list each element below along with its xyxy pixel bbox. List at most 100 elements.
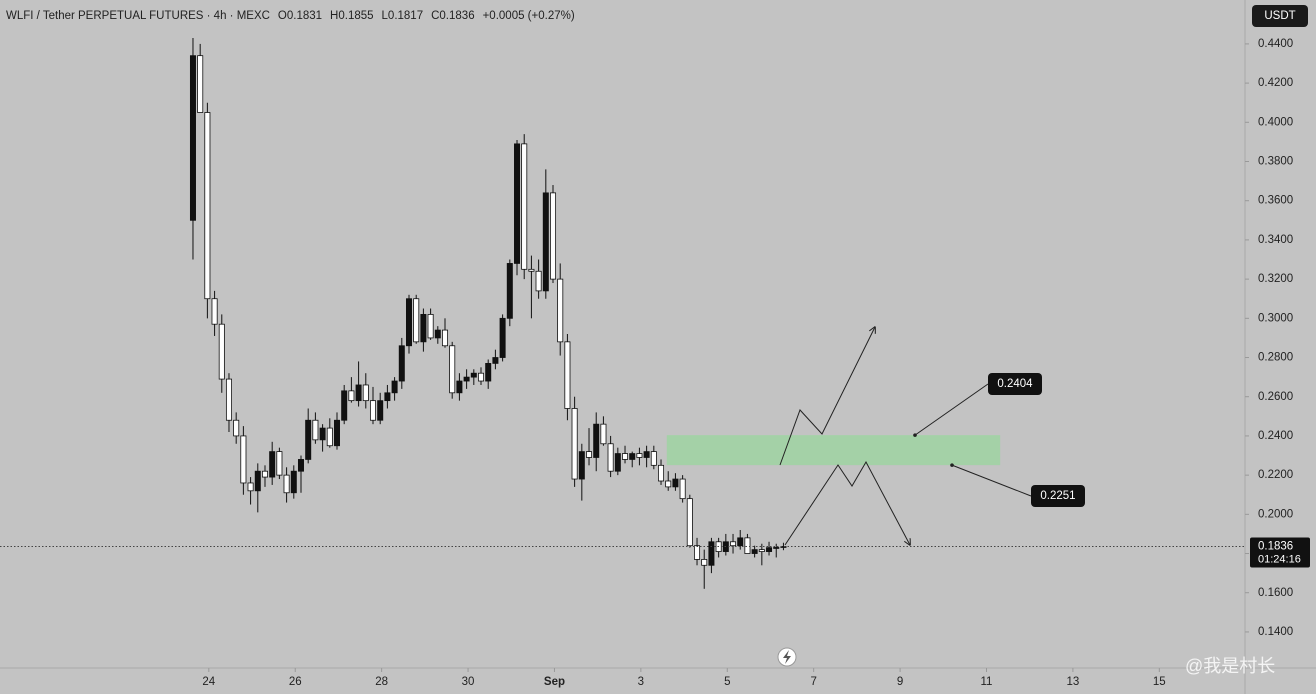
candle-body <box>636 453 643 458</box>
x-tick-label: 5 <box>724 676 730 688</box>
projection-arrow <box>784 460 910 545</box>
candle-body <box>550 192 557 280</box>
candle-body <box>225 378 232 421</box>
candle-body <box>254 470 261 492</box>
candle-body <box>521 143 528 270</box>
candle-body <box>557 278 564 343</box>
candle-body <box>189 55 196 221</box>
zone-label-box <box>988 373 1042 395</box>
candle-body <box>737 537 744 547</box>
y-tick-label: 0.3800 <box>1258 156 1293 168</box>
candle-body <box>658 464 665 482</box>
candle-body <box>442 329 449 347</box>
candle-body <box>305 419 312 460</box>
x-tick-label: 24 <box>202 676 215 688</box>
candle-body <box>391 380 398 394</box>
y-tick-label: 0.2400 <box>1258 430 1293 442</box>
y-tick-label: 0.3200 <box>1258 273 1293 285</box>
chart-title: WLFI / Tether PERPETUAL FUTURES · 4h · M… <box>6 10 575 22</box>
y-tick-label: 0.1600 <box>1258 587 1293 599</box>
candle-body <box>261 470 268 478</box>
x-tick-label: 3 <box>638 676 644 688</box>
candle-body <box>434 329 441 339</box>
candle-body <box>607 443 614 472</box>
candle-body <box>758 549 765 552</box>
candle-body <box>528 268 535 272</box>
candle-body <box>247 482 254 492</box>
candle-body <box>478 372 485 382</box>
y-tick-label: 0.4000 <box>1258 116 1293 128</box>
zone-label-leader <box>914 383 989 436</box>
x-tick-label: 30 <box>462 676 475 688</box>
candles <box>189 38 787 589</box>
candle-body <box>369 400 376 421</box>
last-price-box <box>1250 537 1310 568</box>
candle-body <box>694 545 701 560</box>
currency: USDT <box>1264 10 1295 22</box>
candle-body <box>326 427 333 447</box>
x-tick-label: 11 <box>981 676 993 688</box>
candle-body <box>384 392 391 402</box>
candle-body <box>506 263 513 319</box>
y-tick-label: 0.4400 <box>1258 38 1293 50</box>
candle-body <box>319 427 326 441</box>
x-tick-label: 7 <box>810 676 816 688</box>
candle-body <box>297 459 304 472</box>
y-tick-label: 0.2000 <box>1258 508 1293 520</box>
ohlc-legend: L0.1817 <box>382 10 424 22</box>
candle-body <box>564 341 571 409</box>
x-tick-label: Sep <box>544 676 565 688</box>
last-price-label: 0.1836 <box>1258 541 1293 553</box>
ohlc-legend: O0.1831 <box>278 10 322 22</box>
y-tick-label: 0.3600 <box>1258 195 1293 207</box>
watermark: @我是村长 <box>1185 656 1275 676</box>
candle-body <box>276 451 283 476</box>
candle-body <box>233 419 240 437</box>
candle-body <box>600 423 607 445</box>
candle-body <box>578 451 585 480</box>
candle-body <box>341 390 348 421</box>
ohlc-legend: +0.0005 (+0.27%) <box>483 10 575 22</box>
y-tick-label: 0.1400 <box>1258 626 1293 638</box>
candle-body <box>377 400 384 421</box>
candle-body <box>218 323 225 380</box>
zone <box>666 435 1001 466</box>
candle-body <box>355 384 362 402</box>
x-tick-label: 9 <box>897 676 903 688</box>
candle-body <box>643 451 650 458</box>
candle-body <box>542 192 549 292</box>
countdown: 01:24:16 <box>1258 553 1301 565</box>
ohlc-legend: H0.1855 <box>330 10 373 22</box>
candle-body <box>348 390 355 402</box>
candle-body <box>470 372 477 378</box>
candle-body <box>290 470 297 494</box>
flash-icon-glyph <box>783 650 791 664</box>
y-tick-label: 0.3000 <box>1258 312 1293 324</box>
currency-badge <box>1252 5 1308 27</box>
candle-body <box>622 453 629 460</box>
candle-body <box>413 298 420 343</box>
candle-body <box>197 55 204 113</box>
y-tick-label: 0.2200 <box>1258 469 1293 481</box>
candle-body <box>679 478 686 500</box>
zone-label: 0.2404 <box>997 378 1033 390</box>
y-tick-label: 0.2800 <box>1258 352 1293 364</box>
candle-body <box>499 317 506 358</box>
candle-body <box>708 541 715 566</box>
x-tick-label: 13 <box>1067 676 1080 688</box>
candle-body <box>362 384 369 402</box>
candle-body <box>751 549 758 554</box>
candle-body <box>650 451 657 466</box>
candle-body <box>405 298 412 347</box>
candle-body <box>492 357 499 364</box>
candle-body <box>312 419 319 441</box>
candle-body <box>629 453 636 460</box>
candle-body <box>211 298 218 325</box>
y-tick-label: 0.3400 <box>1258 234 1293 246</box>
zone-label: 0.2251 <box>1040 490 1075 502</box>
zone-label-box <box>1031 485 1085 507</box>
x-tick-label: 26 <box>289 676 302 688</box>
candle-body <box>240 435 247 484</box>
